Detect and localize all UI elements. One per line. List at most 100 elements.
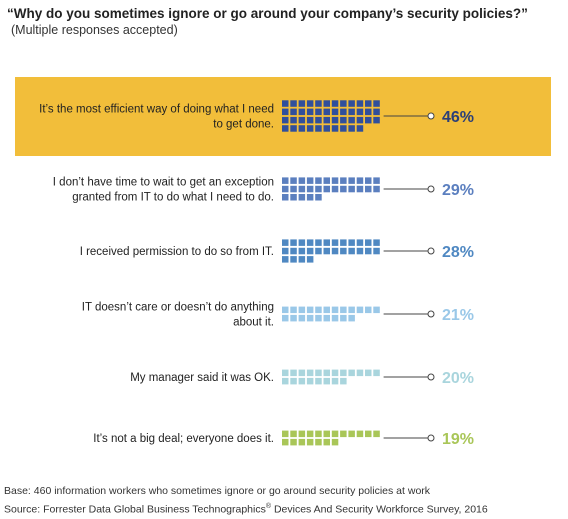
category-label: IT doesn’t care or doesn’t do anything — [82, 302, 274, 314]
waffle-cell — [282, 185, 289, 193]
waffle-cell — [340, 100, 347, 107]
waffle-cell — [290, 177, 297, 184]
waffle-cell — [356, 185, 364, 193]
waffle-cell — [331, 430, 339, 438]
source-suffix: Devices And Security Workforce Survey, 2… — [271, 503, 488, 516]
waffle-cell — [298, 185, 306, 193]
waffle-cell — [290, 125, 297, 132]
waffle-cell — [373, 247, 380, 255]
connector-dot — [427, 112, 435, 120]
waffle-cell — [298, 314, 306, 322]
waffle-cell — [298, 125, 306, 132]
value-label: 20% — [442, 370, 474, 387]
connector-dot — [427, 185, 435, 193]
waffle-cell — [323, 438, 330, 446]
waffle-cell — [290, 377, 297, 385]
waffle-cell — [315, 430, 322, 438]
waffle-cell — [298, 116, 306, 124]
waffle-cell — [315, 185, 322, 193]
waffle-cell — [298, 108, 306, 116]
waffle-cell — [356, 306, 364, 314]
waffle-cell — [323, 125, 330, 132]
waffle-cell — [323, 377, 330, 385]
waffle-bar — [282, 369, 380, 385]
waffle-bar — [282, 430, 380, 446]
base-note: Base: 460 information workers who someti… — [4, 485, 431, 497]
waffle-cell — [340, 108, 347, 116]
waffle-bar — [282, 100, 380, 132]
waffle-cell — [348, 430, 355, 438]
waffle-cell — [331, 369, 339, 377]
value-label: 19% — [442, 431, 474, 448]
waffle-cell — [331, 177, 339, 184]
waffle-cell — [298, 194, 306, 201]
category-label: I don’t have time to wait to get an exce… — [53, 177, 274, 189]
waffle-cell — [356, 100, 364, 107]
waffle-cell — [282, 239, 289, 246]
waffle-cell — [290, 438, 297, 446]
waffle-cell — [331, 377, 339, 385]
waffle-cell — [298, 369, 306, 377]
waffle-cell — [306, 100, 314, 107]
waffle-cell — [340, 239, 347, 246]
category-label: I received permission to do so from IT. — [80, 246, 274, 258]
highlight-band — [15, 77, 551, 156]
waffle-cell — [290, 185, 297, 193]
waffle-cell — [356, 177, 364, 184]
connector-dot — [427, 310, 435, 318]
waffle-cell — [298, 256, 306, 263]
waffle-cell — [348, 239, 355, 246]
waffle-cell — [340, 306, 347, 314]
waffle-cell — [323, 108, 330, 116]
waffle-cell — [290, 256, 297, 263]
waffle-cell — [315, 108, 322, 116]
waffle-cell — [282, 116, 289, 124]
waffle-cell — [356, 239, 364, 246]
waffle-cell — [331, 438, 339, 446]
connector-dot — [427, 373, 435, 381]
waffle-cell — [348, 177, 355, 184]
waffle-cell — [365, 430, 372, 438]
waffle-cell — [306, 256, 314, 263]
waffle-cell — [315, 247, 322, 255]
waffle-cell — [282, 100, 289, 107]
waffle-cell — [323, 314, 330, 322]
waffle-cell — [290, 108, 297, 116]
waffle-cell — [323, 369, 330, 377]
waffle-cell — [290, 369, 297, 377]
chart-title: “Why do you sometimes ignore or go aroun… — [7, 6, 528, 21]
waffle-cell — [315, 116, 322, 124]
waffle-cell — [282, 377, 289, 385]
waffle-cell — [331, 125, 339, 132]
waffle-cell — [348, 247, 355, 255]
waffle-cell — [315, 177, 322, 184]
waffle-cell — [365, 239, 372, 246]
waffle-cell — [356, 369, 364, 377]
waffle-cell — [373, 239, 380, 246]
waffle-cell — [315, 194, 322, 201]
waffle-cell — [356, 430, 364, 438]
registered-mark: ® — [265, 503, 272, 510]
waffle-cell — [315, 125, 322, 132]
waffle-cell — [356, 247, 364, 255]
waffle-cell — [282, 194, 289, 201]
waffle-cell — [340, 314, 347, 322]
waffle-cell — [282, 430, 289, 438]
waffle-cell — [323, 100, 330, 107]
waffle-cell — [348, 100, 355, 107]
waffle-cell — [306, 177, 314, 184]
waffle-cell — [373, 116, 380, 124]
waffle-cell — [373, 185, 380, 193]
waffle-cell — [298, 377, 306, 385]
waffle-bar — [282, 306, 380, 322]
waffle-cell — [306, 185, 314, 193]
waffle-cell — [282, 306, 289, 314]
category-label: granted from IT to do what I need to do. — [72, 192, 274, 204]
waffle-cell — [323, 247, 330, 255]
waffle-cell — [306, 377, 314, 385]
waffle-cell — [282, 438, 289, 446]
waffle-cell — [315, 438, 322, 446]
waffle-cell — [298, 100, 306, 107]
source-note: Source: Forrester Data Global Business T… — [4, 503, 488, 516]
source-prefix: Source: Forrester Data Global Business T… — [4, 503, 266, 516]
